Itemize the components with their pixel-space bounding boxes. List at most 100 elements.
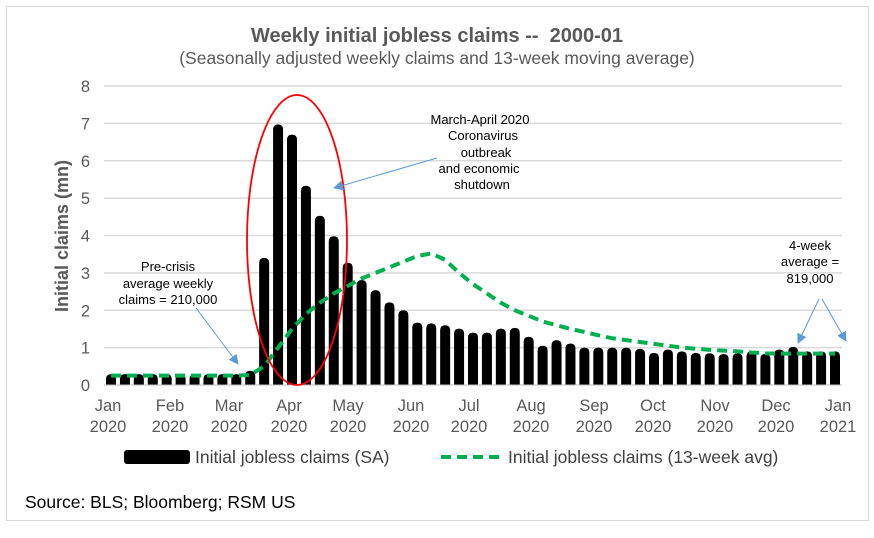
bar <box>537 345 548 385</box>
four-week-arrow-2 <box>821 298 847 342</box>
bar <box>732 353 743 385</box>
x-tick-year: 2020 <box>152 418 189 436</box>
bar <box>342 262 353 385</box>
x-tick-month: Jun <box>398 397 425 415</box>
x-tick-month: Aug <box>516 397 545 415</box>
y-tick-label: 8 <box>81 78 90 96</box>
annotation-line: average = <box>781 254 839 269</box>
bar <box>426 323 437 385</box>
bar <box>440 325 451 385</box>
x-tick-month: Jan <box>95 397 122 415</box>
y-tick-label: 6 <box>81 153 90 171</box>
x-tick-year: 2020 <box>697 418 734 436</box>
chart-border <box>6 6 869 521</box>
bar <box>565 343 576 385</box>
bar <box>314 215 325 385</box>
bar <box>509 327 520 385</box>
annotation-line: and economic <box>439 161 520 176</box>
bar <box>412 322 423 385</box>
x-tick-year: 2020 <box>576 418 613 436</box>
annotation-line: claims = 210,000 <box>119 292 218 307</box>
pre-crisis-annotation: Pre-crisis average weekly claims = 210,0… <box>119 259 218 307</box>
bar <box>551 340 562 385</box>
bar <box>468 332 478 385</box>
bar <box>830 351 840 385</box>
annotation-line: shutdown <box>454 177 510 192</box>
annotation-line: 819,000 <box>787 271 834 286</box>
four-week-annotation: 4-week average = 819,000 <box>781 238 839 286</box>
x-tick-month: Apr <box>276 397 302 415</box>
bar <box>495 328 506 385</box>
bar <box>579 347 590 385</box>
bar <box>774 349 785 385</box>
bar <box>328 236 339 385</box>
legend-label-bars: Initial jobless claims (SA) <box>195 447 390 467</box>
y-tick-label: 4 <box>81 228 90 246</box>
bar <box>523 336 534 385</box>
bar <box>384 302 395 385</box>
bar <box>718 353 729 385</box>
bar <box>816 351 827 385</box>
bar <box>398 310 409 385</box>
x-tick-month: Sep <box>579 397 608 415</box>
bar <box>259 257 270 385</box>
annotation-line: outbreak <box>461 145 512 160</box>
bar <box>481 332 492 385</box>
x-tick-year: 2020 <box>271 418 308 436</box>
x-tick-month: Feb <box>156 397 184 415</box>
covid-arrow <box>333 157 438 191</box>
bar <box>649 352 659 385</box>
annotation-line: Pre-crisis <box>141 259 196 274</box>
bar <box>635 348 646 385</box>
bar <box>788 346 799 385</box>
bar <box>287 134 297 385</box>
chart-subtitle: (Seasonally adjusted weekly claims and 1… <box>179 48 695 68</box>
x-tick-month: Mar <box>215 397 244 415</box>
bar <box>231 374 242 385</box>
bar <box>454 328 465 385</box>
x-tick-year: 2020 <box>393 418 430 436</box>
bar <box>662 349 673 385</box>
x-tick-year: 2021 <box>820 418 857 436</box>
chart-title: Weekly initial jobless claims -- 2000-01 <box>251 25 623 47</box>
x-tick-month: Jan <box>825 397 852 415</box>
y-tick-label: 2 <box>81 302 90 320</box>
y-tick-label: 3 <box>81 265 90 283</box>
y-tick-label: 7 <box>81 115 90 133</box>
bar <box>746 351 757 385</box>
x-tick-year: 2020 <box>330 418 367 436</box>
annotation-line: average weekly <box>123 276 214 291</box>
bar <box>356 279 367 385</box>
x-tick-month: Nov <box>700 397 730 415</box>
bar <box>300 185 311 385</box>
x-tick-month: Jul <box>458 397 479 415</box>
y-axis-label: Initial claims (mn) <box>52 160 72 312</box>
annotation-line: Coronavirus <box>448 128 519 143</box>
legend: Initial jobless claims (SA) Initial jobl… <box>124 447 778 467</box>
source-note: Source: BLS; Bloomberg; RSM US <box>25 492 295 512</box>
x-tick-month: Oct <box>640 397 666 415</box>
bar <box>593 347 604 385</box>
bar <box>607 347 618 385</box>
x-tick-year: 2020 <box>211 418 248 436</box>
annotation-line: March-April 2020 <box>431 112 530 127</box>
x-tick-year: 2020 <box>451 418 488 436</box>
x-tick-year: 2020 <box>635 418 672 436</box>
x-tick-month: Dec <box>761 397 790 415</box>
x-tick-month: May <box>332 397 364 415</box>
bar <box>802 351 813 385</box>
covid-annotation: March-April 2020 Coronavirus outbreak an… <box>431 112 530 192</box>
bar <box>760 353 771 385</box>
x-tick-year: 2020 <box>513 418 550 436</box>
annotation-line: 4-week <box>789 238 831 253</box>
bar <box>245 370 256 385</box>
y-tick-label: 0 <box>81 377 90 395</box>
bar <box>690 352 701 385</box>
four-week-arrow-1 <box>797 298 820 344</box>
bar <box>704 353 715 385</box>
bar <box>370 290 381 385</box>
y-tick-label: 5 <box>81 190 90 208</box>
bar <box>676 351 687 385</box>
legend-label-line: Initial jobless claims (13-week avg) <box>508 447 778 467</box>
